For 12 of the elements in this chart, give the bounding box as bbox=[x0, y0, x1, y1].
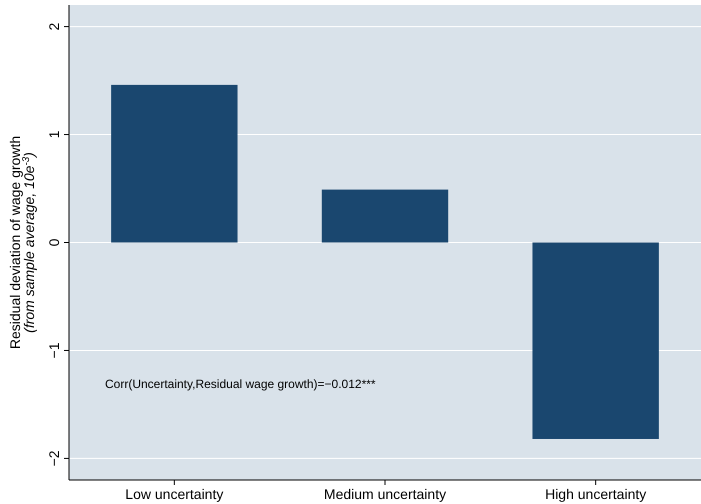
y-tick-label: −2 bbox=[46, 450, 62, 466]
y-tick-label: −1 bbox=[46, 342, 62, 358]
bar bbox=[322, 190, 448, 242]
bar bbox=[111, 84, 238, 242]
x-tick-label: Low uncertainty bbox=[125, 486, 224, 502]
x-tick-label: High uncertainty bbox=[545, 486, 646, 502]
y-tick-label: 1 bbox=[46, 130, 62, 138]
x-tick-label: Medium uncertainty bbox=[324, 486, 446, 502]
bar bbox=[532, 242, 659, 439]
y-tick-label: 2 bbox=[46, 22, 62, 30]
annotation: Corr(Uncertainty,Residual wage growth)=−0.012*** bbox=[105, 377, 376, 392]
y-tick-label: 0 bbox=[46, 238, 62, 246]
